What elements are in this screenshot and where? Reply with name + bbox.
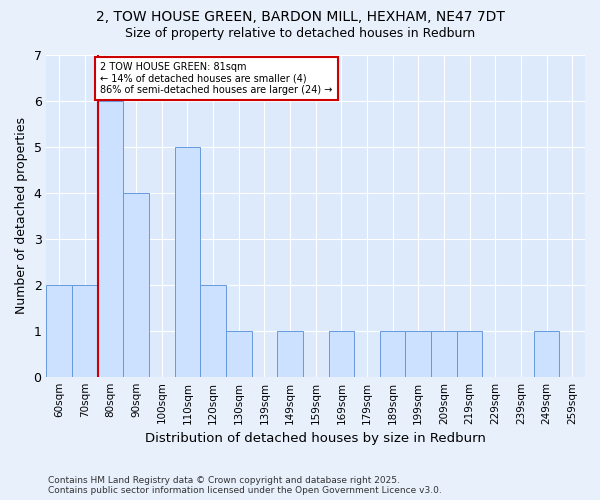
Text: Contains HM Land Registry data © Crown copyright and database right 2025.
Contai: Contains HM Land Registry data © Crown c… xyxy=(48,476,442,495)
Bar xyxy=(406,330,431,376)
Bar xyxy=(431,330,457,376)
Bar xyxy=(226,330,251,376)
Text: Size of property relative to detached houses in Redburn: Size of property relative to detached ho… xyxy=(125,28,475,40)
Bar xyxy=(72,285,98,376)
Bar xyxy=(124,193,149,376)
Bar xyxy=(329,330,354,376)
Bar xyxy=(46,285,72,376)
Text: 2, TOW HOUSE GREEN, BARDON MILL, HEXHAM, NE47 7DT: 2, TOW HOUSE GREEN, BARDON MILL, HEXHAM,… xyxy=(95,10,505,24)
Bar xyxy=(457,330,482,376)
Bar xyxy=(277,330,303,376)
Bar xyxy=(380,330,406,376)
Y-axis label: Number of detached properties: Number of detached properties xyxy=(15,118,28,314)
Text: 2 TOW HOUSE GREEN: 81sqm
← 14% of detached houses are smaller (4)
86% of semi-de: 2 TOW HOUSE GREEN: 81sqm ← 14% of detach… xyxy=(100,62,332,95)
X-axis label: Distribution of detached houses by size in Redburn: Distribution of detached houses by size … xyxy=(145,432,486,445)
Bar xyxy=(175,147,200,376)
Bar xyxy=(200,285,226,376)
Bar xyxy=(98,101,124,376)
Bar xyxy=(534,330,559,376)
